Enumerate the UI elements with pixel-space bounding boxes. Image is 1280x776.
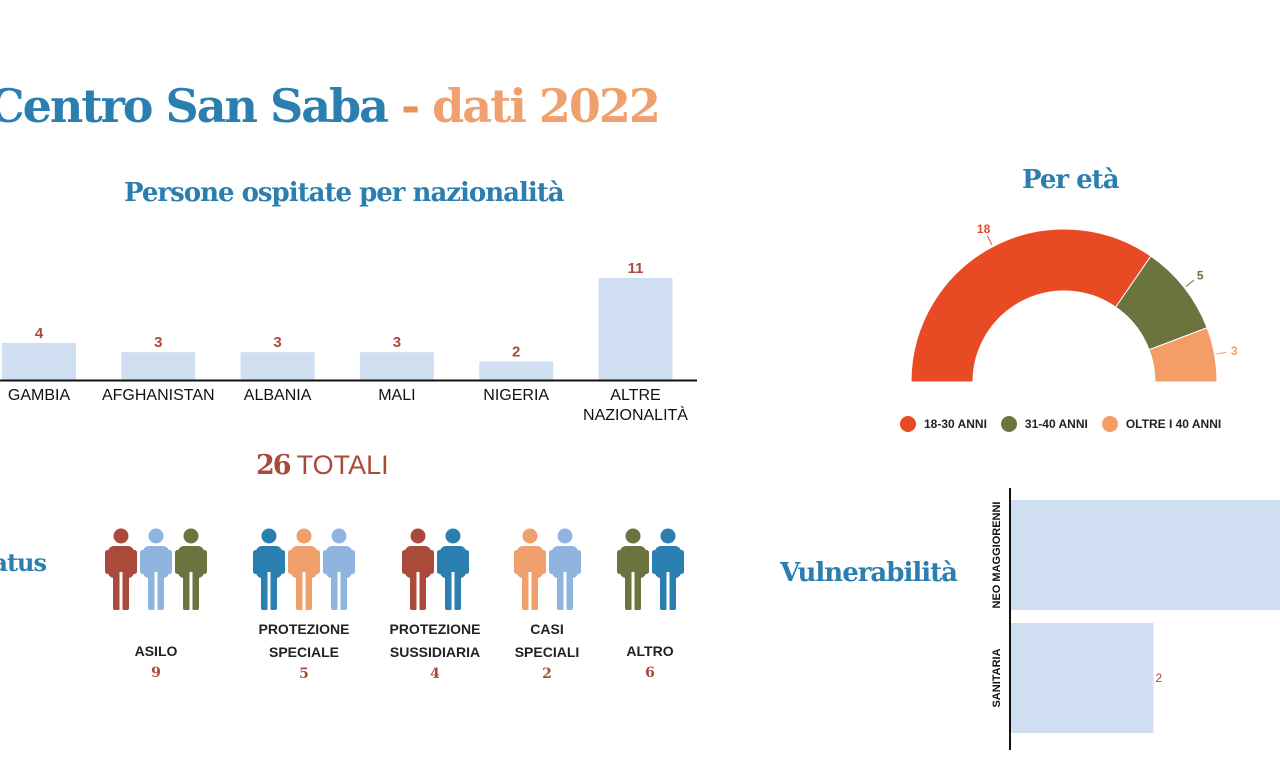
age-chart-title: Per età bbox=[1022, 165, 1120, 195]
status-title: Status bbox=[0, 548, 46, 577]
person-icon bbox=[548, 528, 581, 610]
category-label: ALTRE bbox=[610, 387, 660, 404]
donut-slice-0 bbox=[910, 228, 1152, 383]
status-group: PROTEZIONE SUSSIDIARIA 4 bbox=[365, 528, 505, 682]
person-icon bbox=[401, 528, 434, 610]
status-label: ALTRO bbox=[626, 643, 674, 659]
totals-label: TOTALI bbox=[296, 450, 389, 480]
vuln-bar-0 bbox=[1011, 500, 1280, 610]
status-group: ASILO 9 bbox=[86, 528, 226, 681]
slice-leader-line bbox=[1185, 279, 1195, 287]
slice-value-label: 3 bbox=[1231, 344, 1238, 358]
status-label: PROTEZIONE SUSSIDIARIA bbox=[389, 621, 481, 660]
donut-slice-2 bbox=[1148, 327, 1218, 383]
status-group: CASI SPECIALI 2 bbox=[477, 528, 617, 682]
people-icons bbox=[365, 528, 505, 610]
legend-item-18-30: 18-30 ANNI bbox=[900, 416, 987, 432]
legend-item-31-40: 31-40 ANNI bbox=[1000, 416, 1088, 432]
bar-value-label: 11 bbox=[628, 260, 644, 277]
bar-value-label: 2 bbox=[512, 343, 520, 360]
person-icon bbox=[288, 528, 320, 610]
people-icons bbox=[234, 528, 374, 610]
category-label: AFGHANISTAN bbox=[102, 387, 215, 404]
title-separator: - bbox=[386, 79, 433, 133]
bar-value-label: 4 bbox=[35, 325, 44, 342]
slice-value-label: 5 bbox=[1197, 268, 1204, 282]
vuln-category-label: SANITARIA bbox=[991, 648, 1003, 707]
people-icons bbox=[86, 528, 226, 610]
slice-leader-line bbox=[1216, 351, 1227, 355]
page-title: Centro San Saba - dati 2022 bbox=[0, 76, 661, 136]
category-label: MALI bbox=[378, 387, 415, 404]
bar-4 bbox=[479, 361, 554, 380]
legend-label: 31-40 ANNI bbox=[1024, 417, 1088, 431]
legend-dot bbox=[1101, 416, 1118, 432]
status-count: 4 bbox=[430, 666, 440, 682]
slice-value-label: 18 bbox=[977, 222, 991, 236]
bar-0 bbox=[2, 342, 76, 380]
status-group: PROTEZIONE SPECIALE 5 bbox=[234, 528, 374, 682]
vuln-bar-1 bbox=[1011, 623, 1154, 733]
person-icon bbox=[140, 528, 172, 610]
bar-value-label: 3 bbox=[393, 334, 401, 351]
vulnerability-title: Vulnerabilità bbox=[780, 558, 958, 588]
bar-value-label: 3 bbox=[273, 334, 281, 351]
status-label: CASI SPECIALI bbox=[514, 621, 580, 660]
status-count: 2 bbox=[542, 666, 552, 682]
person-icon bbox=[323, 528, 355, 610]
person-icon bbox=[105, 528, 137, 610]
category-label: ALBANIA bbox=[244, 387, 312, 404]
status-label: PROTEZIONE SPECIALE bbox=[258, 621, 350, 660]
bar-2 bbox=[240, 352, 315, 380]
totals-summary: 26 TOTALI bbox=[256, 450, 389, 481]
totals-number: 26 bbox=[256, 450, 292, 481]
status-label: ASILO bbox=[134, 643, 178, 659]
vuln-category-label: NEO MAGGIORENNI bbox=[991, 502, 1003, 609]
bar-5 bbox=[598, 278, 673, 380]
person-icon bbox=[616, 528, 649, 610]
status-count: 9 bbox=[151, 665, 161, 681]
person-icon bbox=[175, 528, 207, 610]
age-legend: 18-30 ANNI 31-40 ANNI OLTRE I 40 ANNI bbox=[900, 416, 1221, 432]
title-main: Centro San Saba bbox=[0, 79, 389, 133]
legend-label: OLTRE I 40 ANNI bbox=[1125, 417, 1222, 431]
person-icon bbox=[651, 528, 684, 610]
category-label: GAMBIA bbox=[8, 387, 71, 404]
person-icon bbox=[513, 528, 546, 610]
category-label: NAZIONALITÀ bbox=[583, 405, 688, 424]
legend-dot bbox=[1000, 416, 1017, 432]
person-icon bbox=[436, 528, 469, 610]
vulnerability-bar-chart: NEO MAGGIORENNI SANITARIA 2 bbox=[991, 488, 1280, 750]
nationality-chart-title: Persone ospitate per nazionalità bbox=[124, 178, 565, 208]
slice-leader-line bbox=[986, 235, 993, 245]
status-count: 6 bbox=[645, 665, 655, 681]
vuln-value-label: 2 bbox=[1156, 671, 1163, 685]
bar-3 bbox=[359, 352, 434, 380]
status-count: 5 bbox=[299, 666, 309, 682]
bar-value-label: 3 bbox=[154, 334, 162, 351]
legend-label: 18-30 ANNI bbox=[924, 417, 987, 431]
person-icon bbox=[253, 528, 285, 610]
nationality-bar-chart: 4 GAMBIA 3 AFGHANISTAN 3 ALBANIA 3 MALI 2 NIGERIA… bbox=[0, 260, 697, 424]
people-icons bbox=[477, 528, 617, 610]
status-group: ALTRO 6 bbox=[580, 528, 720, 681]
title-year: dati 2022 bbox=[432, 79, 661, 133]
bar-1 bbox=[121, 352, 196, 380]
category-label: NIGERIA bbox=[483, 387, 549, 404]
legend-dot bbox=[900, 416, 916, 432]
people-icons bbox=[580, 528, 720, 610]
legend-item-over-40: OLTRE I 40 ANNI bbox=[1101, 416, 1222, 432]
